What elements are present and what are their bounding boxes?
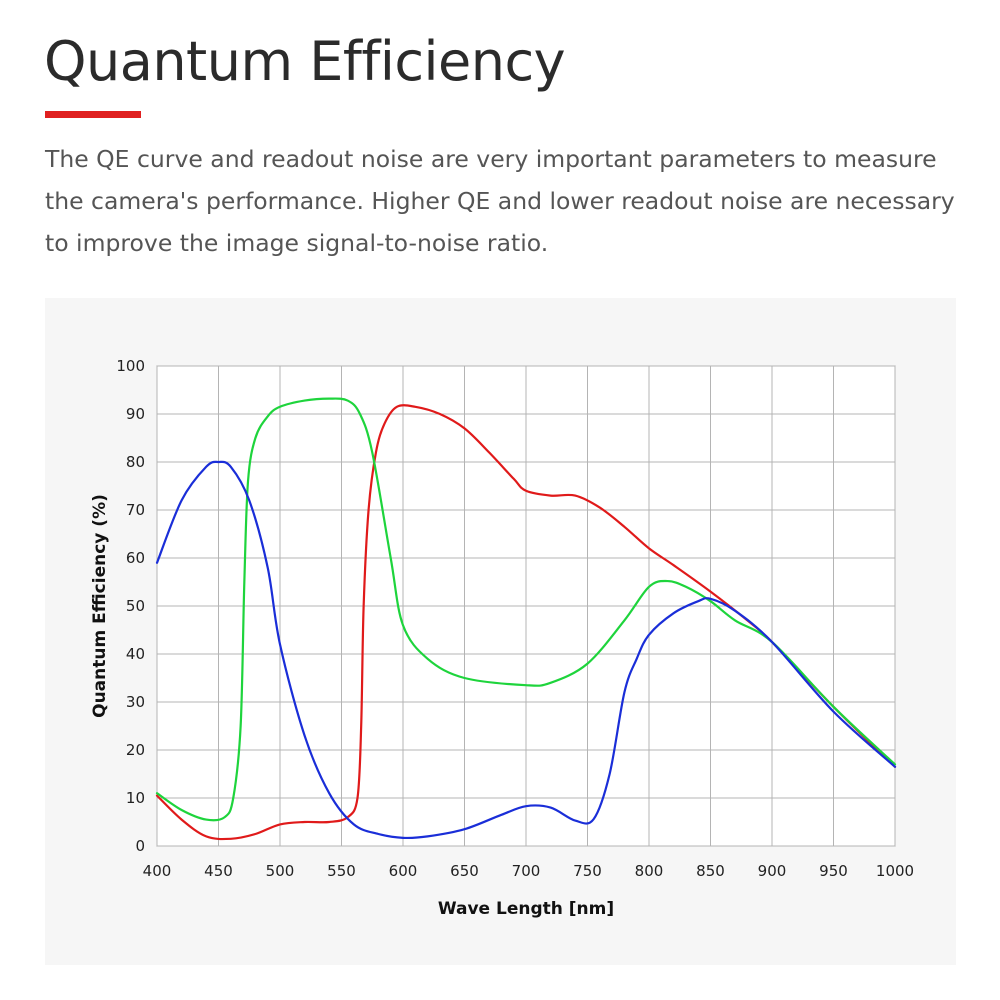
y-tick-label: 30: [126, 693, 145, 711]
x-tick-label: 450: [204, 862, 233, 880]
x-tick-label: 600: [389, 862, 418, 880]
x-tick-label: 700: [512, 862, 541, 880]
x-tick-label: 650: [450, 862, 479, 880]
chart-panel: 400 450 500 550 600 650 700 750 800 850 900 950 1000…: [45, 298, 956, 965]
y-tick-label: 50: [126, 597, 145, 615]
qe-chart: 400 450 500 550 600 650 700 750 800 850 900 950 1000…: [90, 357, 914, 919]
title-accent-bar: [45, 111, 141, 118]
x-tick-label: 500: [266, 862, 295, 880]
y-tick-label: 80: [126, 453, 145, 471]
y-axis-title: Quantum Efficiency (%): [90, 494, 110, 718]
blue-series-line: [155, 460, 897, 840]
y-tick-label: 0: [135, 837, 145, 855]
x-axis-title: Wave Length [nm]: [438, 899, 614, 919]
page-description: The QE curve and readout noise are very …: [45, 145, 955, 257]
red-series-line: [155, 404, 897, 841]
series-group: [155, 397, 897, 841]
x-tick-label: 900: [758, 862, 787, 880]
y-tick-label: 100: [116, 357, 145, 375]
y-tick-label: 10: [126, 789, 145, 807]
y-tick-label: 90: [126, 405, 145, 423]
x-tick-label: 750: [573, 862, 602, 880]
x-tick-label: 800: [635, 862, 664, 880]
tick-labels: 400 450 500 550 600 650 700 750 800 850 900 950 1000…: [116, 357, 914, 880]
x-tick-label: 1000: [876, 862, 914, 880]
page-title: Quantum Efficiency: [44, 30, 566, 93]
y-tick-label: 40: [126, 645, 145, 663]
grid: [156, 365, 896, 847]
y-tick-label: 70: [126, 501, 145, 519]
y-tick-label: 60: [126, 549, 145, 567]
x-tick-label: 850: [696, 862, 725, 880]
y-tick-label: 20: [126, 741, 145, 759]
x-tick-label: 400: [143, 862, 172, 880]
x-tick-label: 950: [819, 862, 848, 880]
green-series-line: [155, 397, 897, 822]
x-tick-label: 550: [327, 862, 356, 880]
